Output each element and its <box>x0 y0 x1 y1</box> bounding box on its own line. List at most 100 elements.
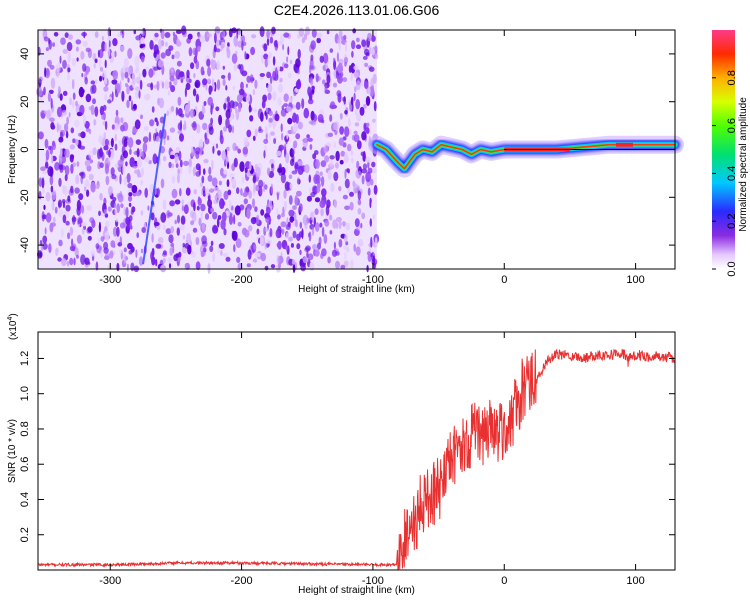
noise-blob <box>321 226 325 237</box>
noise-blob <box>216 217 220 228</box>
noise-blob <box>80 50 85 60</box>
noise-blob <box>75 39 82 45</box>
noise-blob <box>311 85 316 91</box>
noise-blob <box>273 138 277 144</box>
noise-blob <box>223 103 227 110</box>
bottom-y-tick-label: 1.0 <box>19 386 31 401</box>
noise-blob <box>339 112 343 120</box>
noise-blob <box>248 225 253 232</box>
noise-blob <box>260 209 265 216</box>
noise-blob <box>215 37 220 49</box>
noise-blob <box>69 97 72 106</box>
noise-blob <box>111 79 118 85</box>
noise-blob <box>228 214 234 225</box>
noise-blob <box>86 165 92 172</box>
noise-blob <box>128 215 133 222</box>
noise-blob <box>352 28 357 34</box>
noise-blob <box>85 70 89 76</box>
noise-blob <box>71 238 74 247</box>
noise-blob <box>207 66 212 77</box>
noise-blob <box>246 263 251 268</box>
noise-blob <box>128 250 133 255</box>
noise-blob <box>253 108 257 113</box>
noise-blob <box>373 101 377 112</box>
noise-blob <box>126 219 130 231</box>
noise-blob <box>207 174 213 182</box>
noise-blob <box>193 202 196 212</box>
noise-blob <box>185 239 189 244</box>
noise-blob <box>247 249 252 260</box>
noise-blob <box>270 131 275 136</box>
noise-blob <box>168 90 171 96</box>
noise-blob <box>74 119 80 128</box>
noise-blob <box>338 137 344 146</box>
noise-blob <box>84 257 90 265</box>
noise-blob <box>264 184 268 190</box>
noise-blob <box>165 48 172 57</box>
noise-blob <box>110 240 116 248</box>
noise-blob <box>265 238 272 244</box>
noise-blob <box>223 169 228 175</box>
noise-blob <box>104 93 108 101</box>
noise-blob <box>68 34 73 40</box>
noise-blob <box>123 247 127 253</box>
noise-blob <box>239 161 245 173</box>
noise-blob <box>346 246 350 253</box>
noise-blob <box>46 68 49 77</box>
noise-blob <box>74 247 79 257</box>
colorbar-tick-label: 0.0 <box>726 261 738 276</box>
noise-blob <box>162 250 167 256</box>
noise-blob <box>313 174 319 185</box>
noise-blob <box>372 73 377 85</box>
noise-blob <box>231 53 238 64</box>
noise-blob <box>192 121 197 131</box>
noise-blob <box>241 176 245 184</box>
noise-blob <box>65 204 71 212</box>
noise-blob <box>75 138 79 146</box>
noise-blob <box>104 138 109 147</box>
y-multiplier-exponent: 4 <box>7 317 14 321</box>
noise-blob <box>292 205 297 211</box>
noise-blob <box>314 208 319 216</box>
noise-blob <box>240 81 244 91</box>
noise-blob <box>165 41 168 47</box>
noise-blob <box>38 78 42 86</box>
noise-blob <box>180 215 186 225</box>
noise-blob <box>365 127 370 134</box>
noise-blob <box>301 98 305 109</box>
noise-blob <box>199 146 203 157</box>
noise-blob <box>252 174 257 184</box>
noise-blob <box>91 219 96 229</box>
noise-blob <box>210 208 215 213</box>
noise-blob <box>108 150 111 158</box>
noise-blob <box>296 243 301 250</box>
noise-blob <box>135 90 139 99</box>
noise-blob <box>344 126 350 138</box>
noise-blob <box>333 171 339 182</box>
noise-blob <box>253 181 256 193</box>
noise-blob <box>361 168 368 174</box>
noise-blob <box>210 104 213 115</box>
noise-blob <box>370 47 375 56</box>
noise-blob <box>263 138 269 144</box>
noise-blob <box>119 236 123 246</box>
noise-blob <box>78 132 83 137</box>
noise-blob <box>206 78 211 84</box>
noise-blob <box>270 264 276 269</box>
noise-blob <box>267 83 273 93</box>
noise-blob <box>246 208 251 219</box>
noise-blob <box>104 59 107 69</box>
noise-blob <box>157 187 160 197</box>
noise-blob <box>270 183 273 194</box>
noise-blob <box>130 209 134 215</box>
noise-blob <box>320 176 325 187</box>
noise-blob <box>176 38 181 45</box>
noise-blob <box>76 254 79 259</box>
noise-blob <box>320 208 324 217</box>
noise-blob <box>372 167 377 174</box>
noise-blob <box>134 86 141 91</box>
noise-blob <box>369 178 374 186</box>
noise-blob <box>166 210 171 219</box>
noise-blob <box>56 62 61 73</box>
